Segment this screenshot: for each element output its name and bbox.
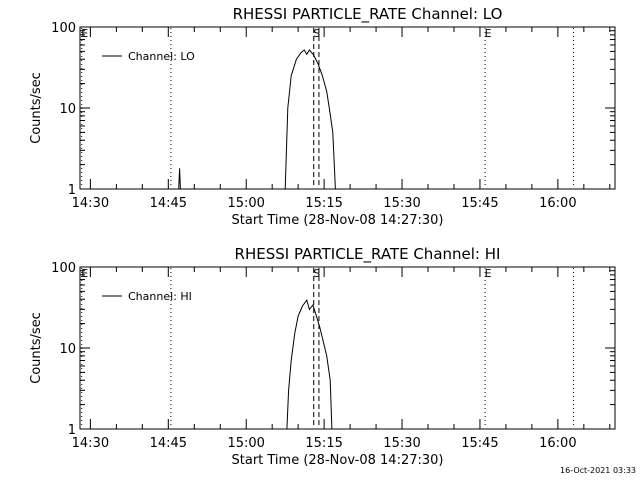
x-tick-label: 14:45 (150, 436, 187, 451)
x-tick-label: 15:30 (383, 196, 420, 211)
footer-timestamp: 16-Oct-2021 03:33 (560, 466, 636, 475)
x-tick-label: 15:45 (461, 196, 498, 211)
x-tick-label: 16:00 (539, 196, 576, 211)
y-tick-label: 1 (68, 423, 76, 438)
y-tick-label: 10 (59, 102, 76, 117)
chart-panel-1: RHESSI PARTICLE_RATE Channel: HI 1 10 100 Co… (29, 245, 616, 468)
event-marker-label: E (485, 267, 492, 280)
x-tick-label: 16:00 (539, 436, 576, 451)
x-tick-label: 15:00 (227, 196, 264, 211)
x-tick-label: 14:30 (72, 196, 109, 211)
event-marker-label: E (81, 267, 88, 280)
x-tick-label: 15:30 (383, 436, 420, 451)
x-axis-label: Start Time (28-Nov-08 14:27:30) (232, 453, 444, 468)
x-tick-label: 15:00 (227, 436, 264, 451)
chart-title: RHESSI PARTICLE_RATE Channel: HI (235, 245, 501, 264)
event-marker-label: E (81, 27, 88, 40)
x-tick-label: 14:30 (72, 436, 109, 451)
series-line (286, 298, 333, 430)
chart-panel-0: RHESSI PARTICLE_RATE Channel: LO 1 10 100 Co… (29, 5, 616, 228)
chart-title: RHESSI PARTICLE_RATE Channel: LO (233, 5, 503, 24)
x-axis-label: Start Time (28-Nov-08 14:27:30) (232, 213, 444, 228)
y-tick-label: 1 (68, 183, 76, 198)
legend-entry: Channel: LO (128, 50, 195, 63)
x-tick-label: 15:15 (305, 196, 342, 211)
x-tick-label: 14:45 (150, 196, 187, 211)
y-tick-label: 10 (59, 342, 76, 357)
event-marker-label: S (313, 267, 320, 280)
y-tick-label: 100 (51, 21, 76, 36)
y-tick-label: 100 (51, 261, 76, 276)
legend-entry: Channel: HI (128, 290, 192, 303)
x-tick-label: 15:45 (461, 436, 498, 451)
y-axis-label: Counts/sec (29, 312, 44, 384)
event-marker-label: S (313, 27, 320, 40)
x-tick-label: 15:15 (305, 436, 342, 451)
event-marker-label: E (485, 27, 492, 40)
y-axis-label: Counts/sec (29, 72, 44, 144)
series-line (178, 49, 336, 190)
